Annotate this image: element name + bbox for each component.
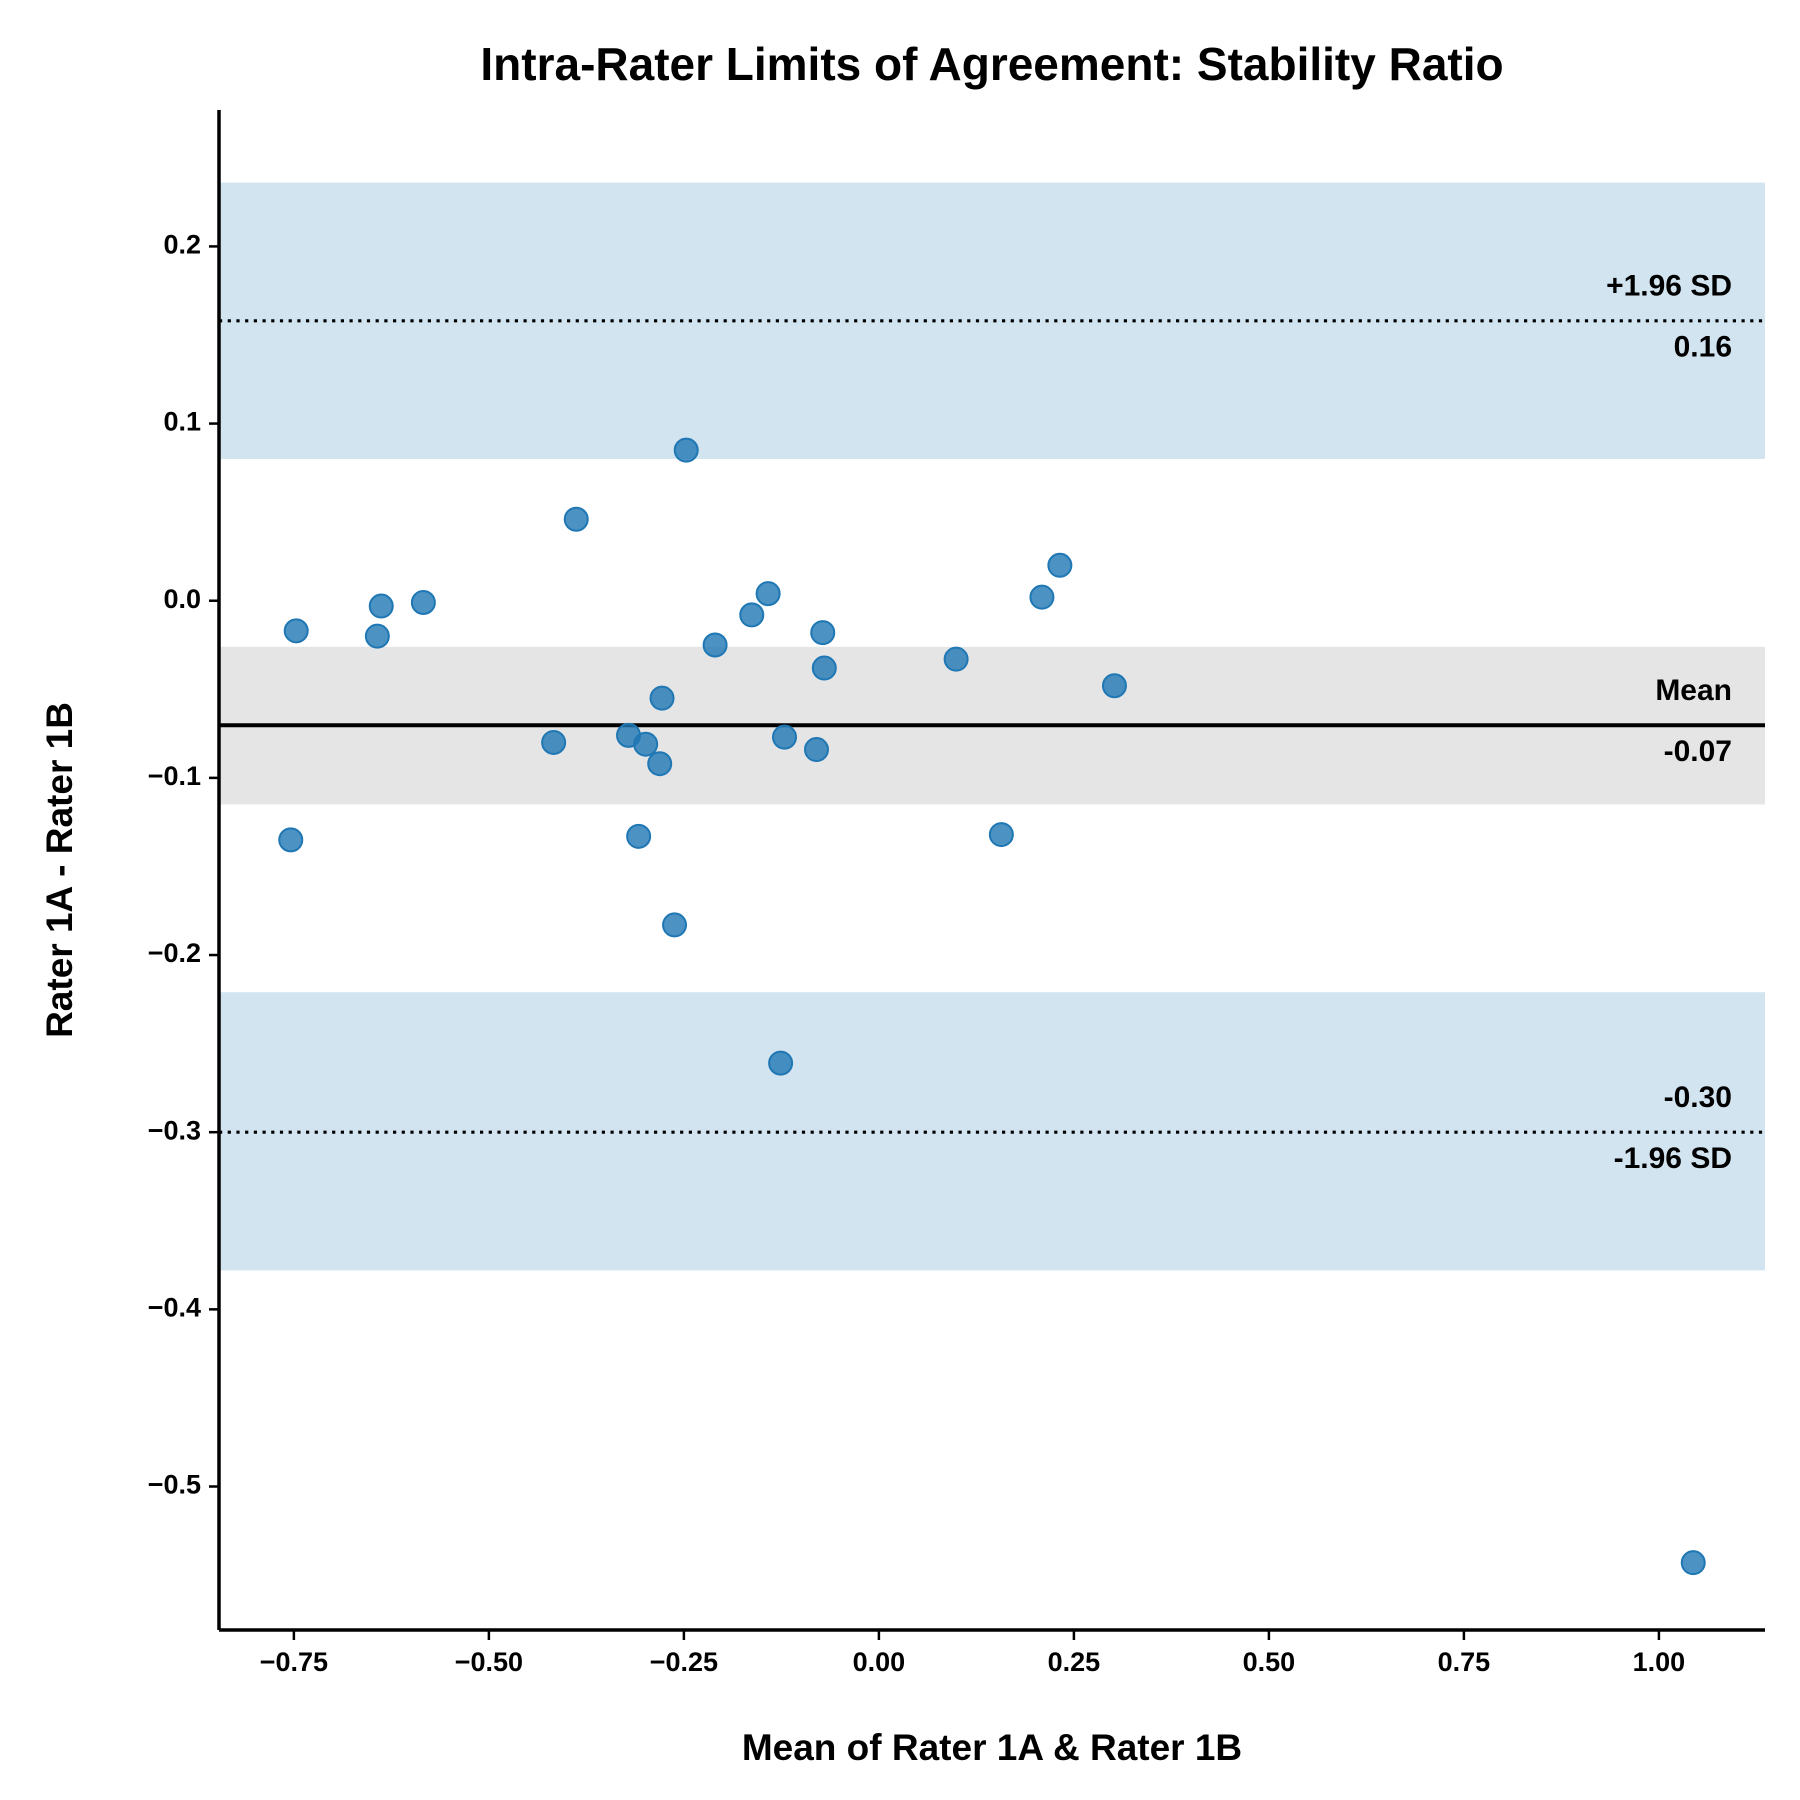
line-name: -1.96 SD (1614, 1142, 1732, 1175)
data-point (811, 655, 837, 681)
y-tick-label: 0.2 (163, 230, 201, 260)
data-point (988, 822, 1014, 848)
x-tick-label: 0.00 (853, 1647, 906, 1677)
x-tick-label: 0.50 (1243, 1647, 1296, 1677)
data-point (649, 685, 675, 711)
data-point (647, 751, 673, 777)
data-point (368, 593, 394, 619)
line-value: 0.16 (1674, 331, 1732, 364)
line-value: -0.30 (1664, 1081, 1732, 1114)
data-point (772, 724, 798, 750)
data-point (673, 437, 699, 463)
y-axis-label: Rater 1A - Rater 1B (39, 702, 80, 1038)
x-tick-label: 0.25 (1048, 1647, 1101, 1677)
data-point (626, 823, 652, 849)
x-tick-label: −0.50 (455, 1647, 523, 1677)
x-axis-label: Mean of Rater 1A & Rater 1B (742, 1727, 1242, 1768)
data-point (768, 1050, 794, 1076)
data-point (1680, 1550, 1706, 1576)
data-point (810, 620, 836, 646)
x-tick-label: 1.00 (1633, 1647, 1686, 1677)
data-point (739, 602, 765, 628)
y-tick-label: −0.3 (148, 1115, 201, 1145)
data-point (1047, 552, 1073, 578)
data-point (1029, 584, 1055, 610)
x-tick-label: 0.75 (1438, 1647, 1491, 1677)
data-point (364, 623, 390, 649)
line-value: -0.07 (1664, 735, 1732, 768)
x-tick-label: −0.75 (260, 1647, 328, 1677)
y-tick-label: 0.1 (163, 407, 201, 437)
data-point (943, 646, 969, 672)
data-point (278, 827, 304, 853)
data-point (283, 618, 309, 644)
data-point (803, 737, 829, 763)
line-name: Mean (1655, 674, 1732, 707)
data-point (541, 729, 567, 755)
data-point (755, 581, 781, 607)
x-tick-label: −0.25 (650, 1647, 718, 1677)
data-point (702, 632, 728, 658)
data-point (563, 506, 589, 532)
y-tick-label: −0.5 (148, 1470, 201, 1500)
y-tick-label: −0.2 (148, 938, 201, 968)
data-point (410, 589, 436, 615)
y-tick-label: −0.4 (148, 1292, 201, 1322)
data-point (662, 912, 688, 938)
chart-title: Intra-Rater Limits of Agreement: Stabili… (480, 38, 1503, 90)
data-point (1101, 673, 1127, 699)
y-tick-label: −0.1 (148, 761, 201, 791)
y-tick-label: 0.0 (163, 584, 201, 614)
line-name: +1.96 SD (1606, 270, 1732, 303)
data-point (633, 731, 659, 757)
